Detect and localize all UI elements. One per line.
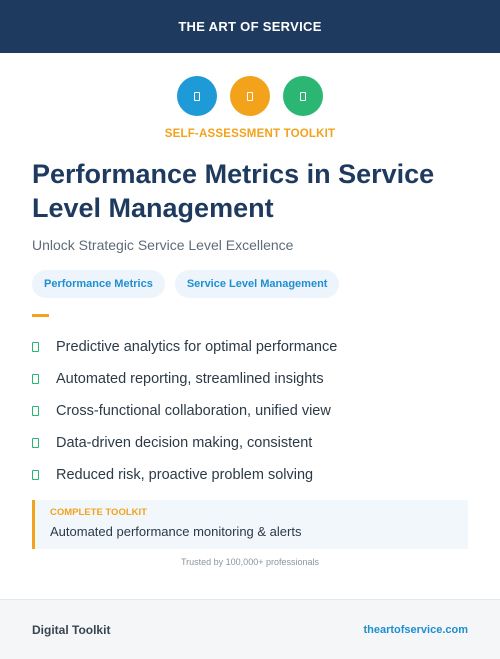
toolkit-eyebrow: SELF-ASSESSMENT TOOLKIT (164, 128, 336, 140)
accent-divider (32, 314, 49, 317)
check-icon (32, 470, 39, 480)
callout-label: COMPLETE TOOLKIT (50, 507, 147, 518)
list-item: Automated reporting, streamlined insight… (32, 363, 472, 395)
footer: Digital Toolkit theartofservice.com (0, 599, 500, 659)
brand-name: THE ART OF SERVICE (178, 19, 322, 34)
callout-text: Automated performance monitoring & alert… (50, 524, 302, 539)
list-item: Cross-functional collaboration, unified … (32, 395, 472, 427)
check-icon (32, 406, 39, 416)
list-item: Predictive analytics for optimal perform… (32, 331, 472, 363)
blue-badge-icon (177, 76, 217, 116)
feature-list: Predictive analytics for optimal perform… (32, 331, 472, 491)
complete-toolkit-callout: COMPLETE TOOLKIT Automated performance m… (32, 500, 468, 549)
tag-performance-metrics: Performance Metrics (32, 270, 165, 298)
feature-text: Reduced risk, proactive problem solving (56, 467, 314, 483)
tag-list: Performance Metrics Service Level Manage… (32, 270, 340, 298)
feature-text: Automated reporting, streamlined insight… (56, 371, 324, 387)
check-icon (32, 374, 39, 384)
page-subtitle: Unlock Strategic Service Level Excellenc… (32, 237, 294, 253)
green-badge-icon (283, 76, 323, 116)
orange-badge-icon (230, 76, 270, 116)
feature-text: Data-driven decision making, consistent (56, 435, 313, 451)
page-title: Performance Metrics in Service Level Man… (32, 159, 435, 223)
feature-text: Predictive analytics for optimal perform… (56, 339, 338, 355)
list-item: Data-driven decision making, consistent (32, 427, 472, 459)
list-item: Reduced risk, proactive problem solving (32, 459, 472, 491)
check-icon (32, 342, 39, 352)
feature-text: Cross-functional collaboration, unified … (56, 403, 331, 419)
footer-label: Digital Toolkit (32, 622, 111, 637)
header-band: THE ART OF SERVICE (0, 0, 500, 53)
icon-row (0, 76, 500, 116)
website-link[interactable]: theartofservice.com (363, 623, 468, 636)
trusted-note: Trusted by 100,000+ professionals (180, 557, 319, 567)
tag-service-level-management: Service Level Management (174, 270, 340, 298)
check-icon (32, 438, 39, 448)
